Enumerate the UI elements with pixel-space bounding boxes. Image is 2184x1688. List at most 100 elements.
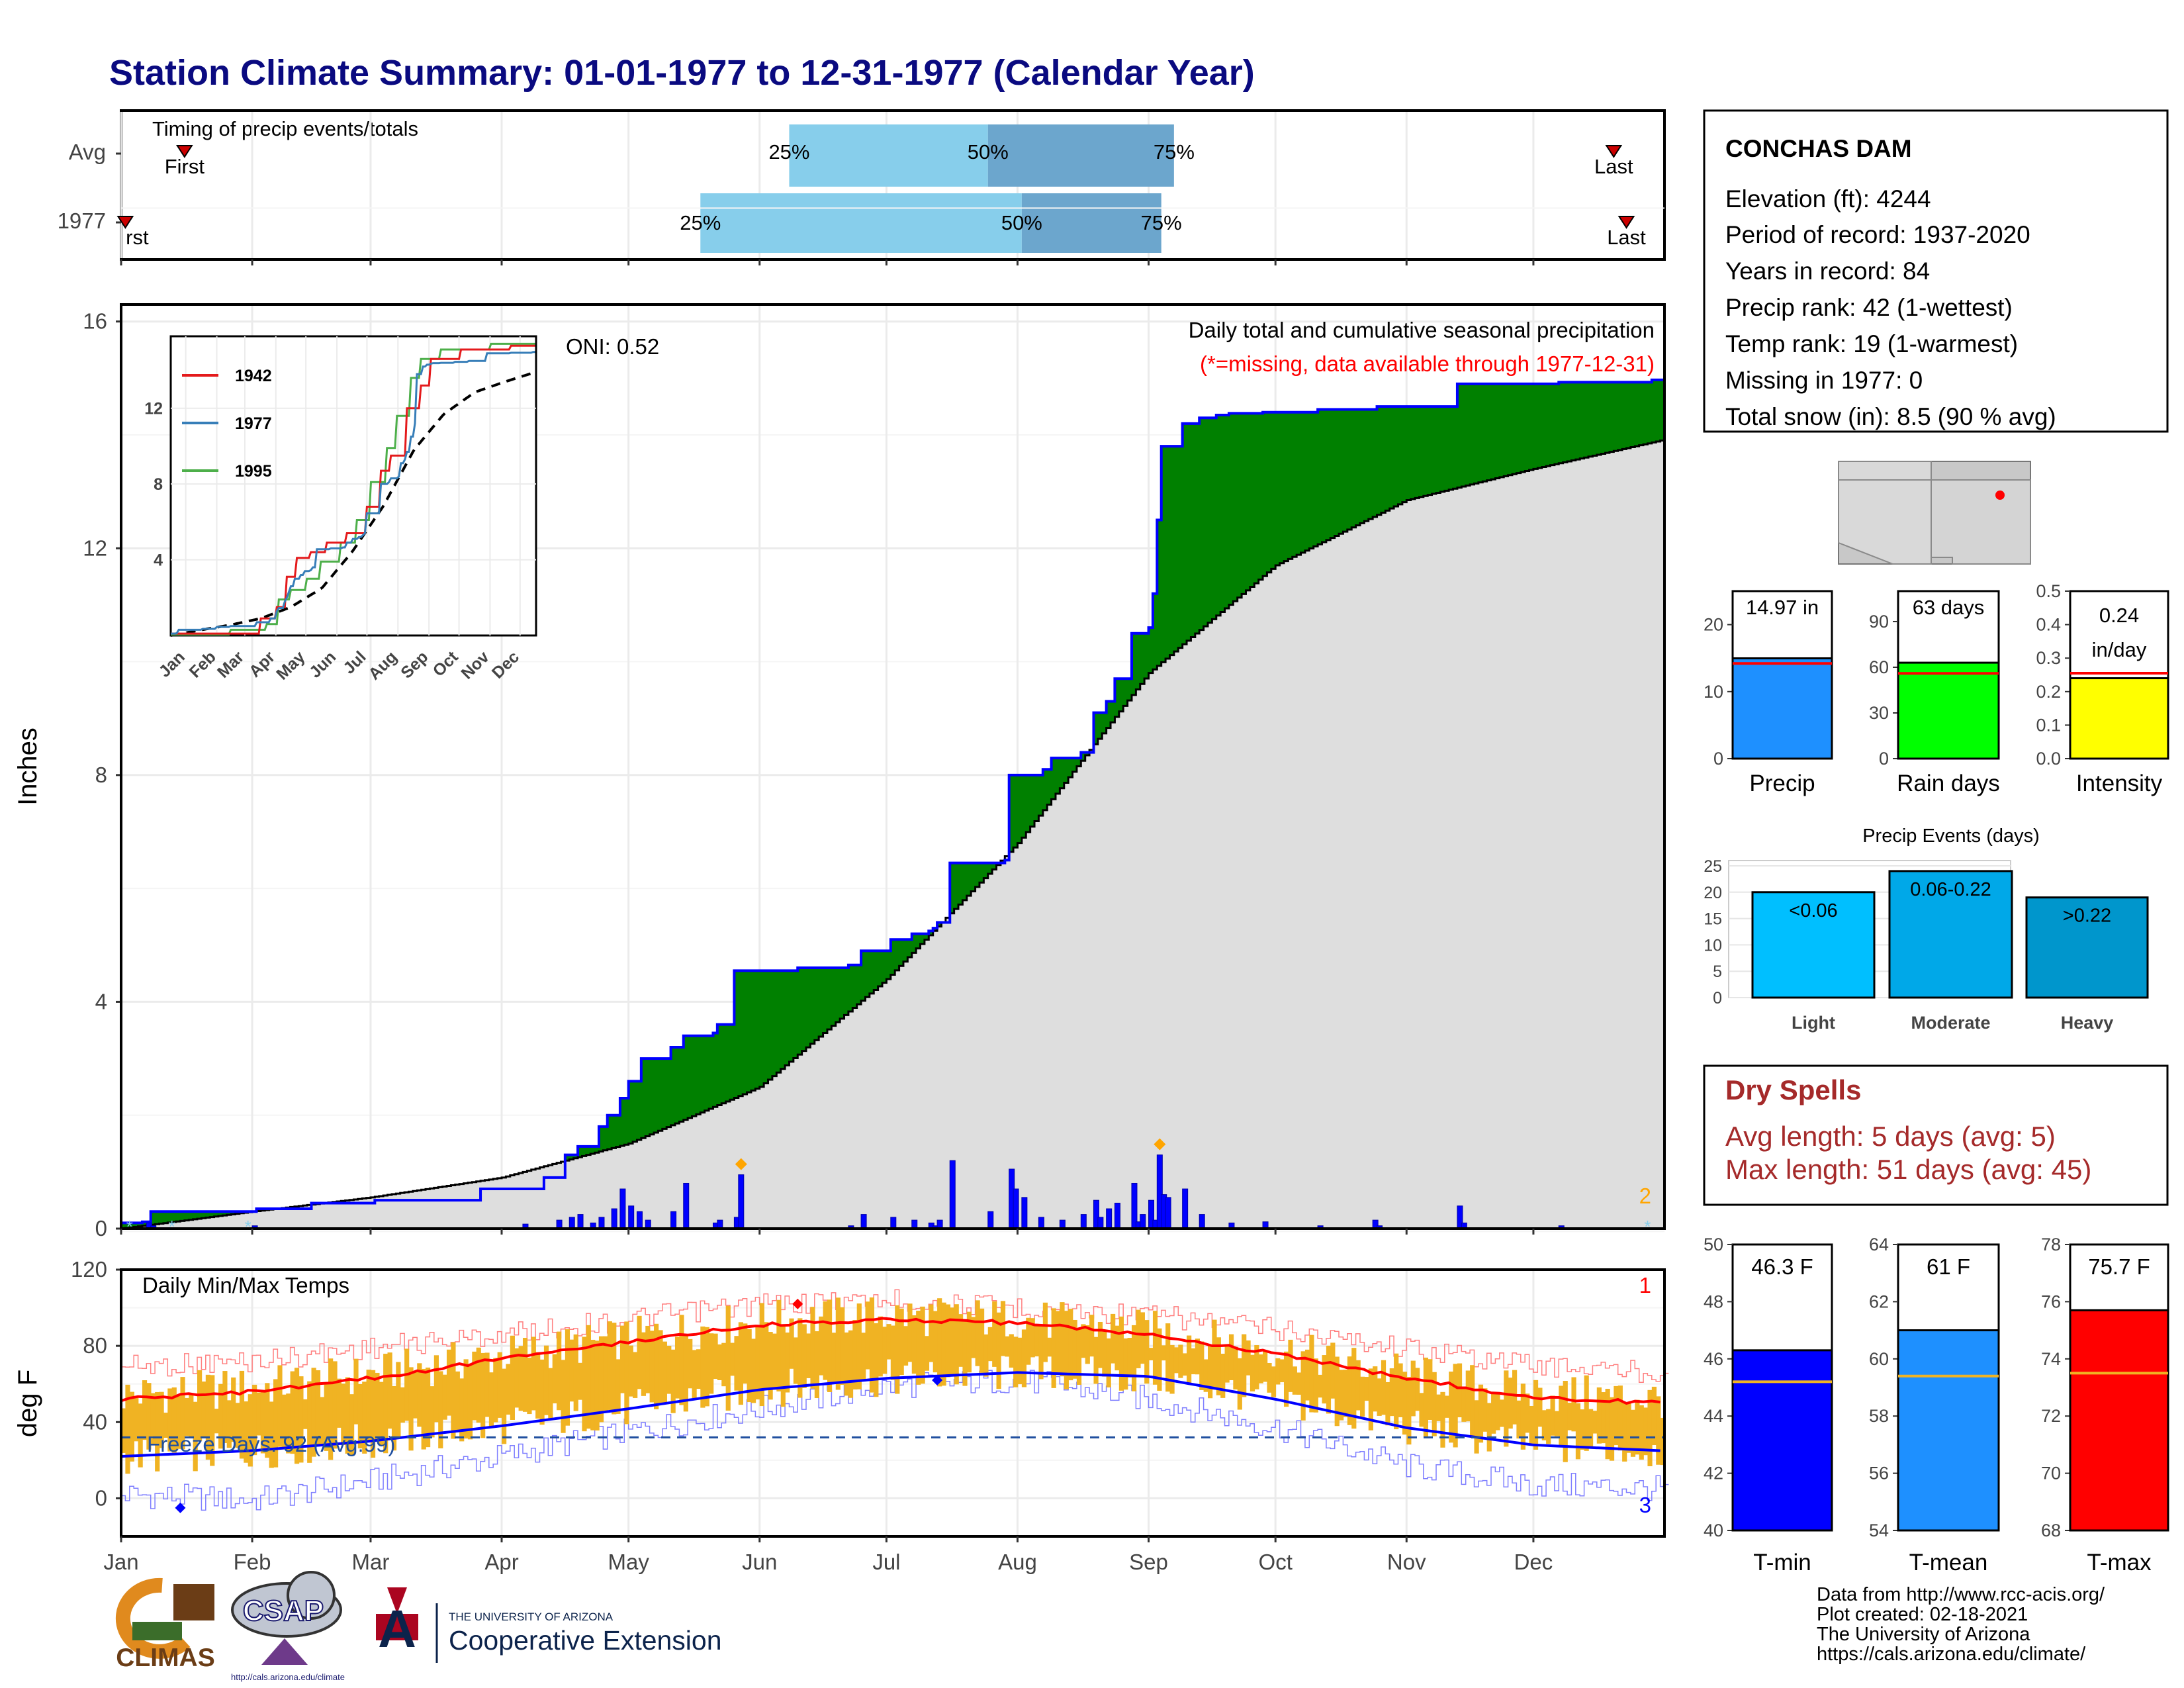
- daily-temp-range-bar: [1525, 1393, 1530, 1433]
- timing-bar-25-50: [700, 193, 1022, 253]
- daily-temp-range-bar: [1373, 1366, 1378, 1412]
- daily-temp-range-bar: [1212, 1319, 1217, 1390]
- daily-temp-range-bar: [662, 1341, 667, 1405]
- daily-temp-range-bar: [721, 1342, 727, 1387]
- precip-above-average-fill: [641, 1058, 646, 1139]
- daily-temp-range-bar: [1499, 1399, 1505, 1427]
- daily-temp-range-bar: [171, 1387, 177, 1453]
- precip-above-average-fill: [780, 970, 786, 1069]
- precip-above-average-fill: [1381, 406, 1386, 513]
- first-event-marker: [175, 145, 193, 158]
- daily-temp-range-bar: [692, 1350, 697, 1398]
- daily-temp-range-bar: [362, 1382, 367, 1454]
- precip-above-average-fill: [1081, 752, 1086, 761]
- daily-temp-range-bar: [146, 1383, 152, 1450]
- daily-precip-bar: [738, 1174, 745, 1229]
- daily-temp-range-bar: [1554, 1411, 1560, 1436]
- events-y-tick: 5: [1713, 962, 1722, 981]
- daily-temp-range-bar: [1178, 1344, 1183, 1378]
- last-event-label: Last: [1594, 155, 1633, 178]
- summary-bars: 0 10 20 14.97 in Precip 0 30 60 90 63 days Rain da…: [1704, 581, 2169, 796]
- precip-above-average-fill: [823, 968, 828, 1033]
- month-tick-label: Oct: [1259, 1550, 1293, 1574]
- precip-above-average-fill: [688, 1035, 693, 1118]
- dry-spells-frame: [1703, 1064, 2169, 1206]
- daily-temp-range-bar: [391, 1385, 397, 1451]
- precip-above-average-fill: [856, 964, 862, 1005]
- precip-above-average-fill: [125, 1223, 130, 1229]
- precip-above-average-fill: [1596, 382, 1602, 455]
- precip-above-average-fill: [1359, 409, 1365, 524]
- daily-temp-range-bar: [1060, 1302, 1065, 1377]
- temp-panel-title: Daily Min/Max Temps: [142, 1273, 349, 1297]
- daily-temp-range-bar: [197, 1370, 203, 1441]
- daily-temp-range-bar: [1550, 1395, 1555, 1436]
- daily-precip-bar: [611, 1208, 617, 1229]
- station-line: Temp rank: 19 (1-warmest): [1725, 330, 2018, 357]
- temp-bar-label: T-min: [1753, 1550, 1811, 1575]
- precip-above-average-fill: [222, 1211, 228, 1216]
- daily-temp-range-bar: [1275, 1358, 1281, 1385]
- precip-above-average-fill: [1118, 679, 1124, 712]
- precip-above-average-fill: [1449, 406, 1454, 490]
- daily-temp-range-bar: [1330, 1342, 1336, 1399]
- temp-bar-tick: 40: [1704, 1521, 1723, 1540]
- daily-temp-range-bar: [628, 1345, 633, 1397]
- timing-bar-50-75: [1021, 193, 1161, 253]
- precip-above-average-fill: [210, 1211, 215, 1217]
- daily-temp-range-bar: [1546, 1409, 1551, 1444]
- precip-above-average-fill: [1140, 633, 1145, 684]
- daily-temp-range-bar: [1614, 1385, 1619, 1446]
- daily-temp-range-bar: [1596, 1387, 1602, 1444]
- daily-temp-range-bar: [1199, 1341, 1205, 1390]
- precip-above-average-fill: [1148, 628, 1154, 673]
- daily-precip-bar: [1021, 1197, 1028, 1229]
- daily-temp-range-bar: [1118, 1316, 1124, 1391]
- inset-legend-label: 1995: [235, 462, 272, 481]
- daily-temp-range-bar: [1318, 1374, 1323, 1398]
- ua-a-letter: A: [378, 1599, 416, 1658]
- precip-events-chart: Precip Events (days) 0 5 10 15 20 25 <0.06 Ligh…: [1704, 825, 2149, 1033]
- precip-above-average-fill: [1326, 409, 1331, 540]
- daily-temp-range-bar: [852, 1320, 858, 1390]
- daily-temp-range-bar: [421, 1368, 426, 1450]
- daily-temp-range-bar: [1169, 1344, 1175, 1394]
- precip-above-average-fill: [886, 951, 891, 980]
- month-tick-label: Mar: [352, 1550, 390, 1574]
- precip-above-average-fill: [865, 951, 870, 998]
- precip-above-average-fill: [1267, 412, 1272, 573]
- precip-event-value-label: 0.06-0.22: [1910, 879, 1991, 900]
- daily-temp-range-bar: [1207, 1344, 1213, 1399]
- temp-bar-tick: 50: [1704, 1235, 1723, 1254]
- missing-data-marker: *: [245, 1217, 251, 1237]
- daily-temp-range-bar: [1470, 1365, 1475, 1438]
- inset-y-tick: 12: [144, 400, 163, 418]
- daily-temp-range-bar: [844, 1332, 849, 1396]
- precip-above-average-fill: [1406, 406, 1412, 500]
- precip-above-average-fill: [163, 1211, 168, 1223]
- precip-above-average-fill: [1626, 382, 1631, 448]
- missing-data-marker: *: [169, 1217, 175, 1237]
- precip-event-bar: [1751, 891, 1876, 999]
- daily-temp-range-bar: [1064, 1311, 1069, 1389]
- precip-above-average-fill: [121, 1223, 126, 1229]
- daily-temp-range-bar: [717, 1344, 723, 1380]
- precip-above-average-fill: [1622, 382, 1627, 449]
- daily-temp-range-bar: [484, 1352, 490, 1417]
- daily-temp-range-bar: [256, 1392, 261, 1436]
- missing-data-marker: *: [1644, 1217, 1651, 1237]
- daily-temp-range-bar: [1368, 1368, 1373, 1430]
- timing-bar-50-75: [987, 124, 1174, 187]
- inset-average-line: [170, 371, 536, 637]
- precip-above-average-fill: [1263, 412, 1268, 577]
- precip-above-average-fill: [565, 1154, 570, 1161]
- temp-bar-value-label: 46.3 F: [1751, 1254, 1813, 1279]
- daily-temp-range-bar: [1440, 1391, 1445, 1448]
- summary-bar-tick: 0.3: [2036, 648, 2061, 668]
- precip-above-average-fill: [1415, 406, 1420, 498]
- daily-temp-range-bar: [1381, 1360, 1387, 1415]
- daily-temp-range-bar: [1216, 1337, 1221, 1395]
- precip-above-average-fill: [1453, 406, 1458, 489]
- daily-temp-range-bar: [1626, 1403, 1631, 1453]
- summary-bar-value-label: 0.24: [2099, 604, 2139, 627]
